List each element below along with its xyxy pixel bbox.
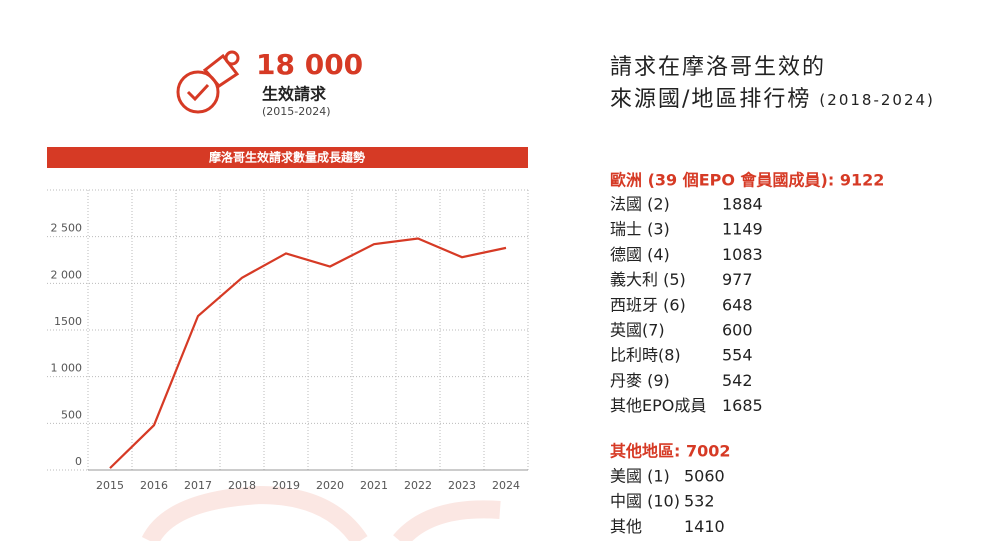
country-count: 977 xyxy=(722,270,753,289)
ranking-period: (2018-2024) xyxy=(819,91,934,109)
x-tick-label: 2016 xyxy=(140,479,168,492)
count: 18 000 xyxy=(256,48,363,81)
country-name: 比利時(8) xyxy=(610,346,681,365)
chart-title-bar xyxy=(47,147,528,168)
country-count: 1083 xyxy=(722,245,763,264)
x-tick-label: 2024 xyxy=(492,479,520,492)
decoration xyxy=(393,500,501,541)
x-tick-label: 2021 xyxy=(360,479,388,492)
country-name: 其他EPO成員 xyxy=(610,396,706,415)
count-label: 生效請求 xyxy=(262,85,327,104)
count-period: (2015-2024) xyxy=(262,105,331,118)
country-count: 532 xyxy=(684,492,715,511)
country-count: 1149 xyxy=(722,220,763,239)
country-count: 1410 xyxy=(684,517,725,536)
country-name: 法國 (2) xyxy=(610,195,670,214)
country-name: 瑞士 (3) xyxy=(610,220,670,239)
ranking-title-text: 來源國/地區排行榜 xyxy=(610,87,811,112)
y-tick-label: 1 000 xyxy=(51,362,83,375)
country-name: 英國(7) xyxy=(610,321,665,340)
country-name: 其他 xyxy=(610,517,642,536)
stamp-icon xyxy=(176,50,240,114)
country-name: 丹麥 (9) xyxy=(610,371,670,390)
europe-heading: 歐洲 (39 個EPO 會員國成員): 9122 xyxy=(610,171,884,190)
country-name: 美國 (1) xyxy=(610,467,670,486)
line xyxy=(109,237,507,469)
x-tick-label: 2015 xyxy=(96,479,124,492)
country-name: 西班牙 (6) xyxy=(610,295,686,314)
y-tick-label: 0 xyxy=(75,455,82,468)
country-name: 德國 (4) xyxy=(610,245,670,264)
x-tick-label: 2020 xyxy=(316,479,344,492)
country-count: 542 xyxy=(722,371,753,390)
x-tick-label: 2022 xyxy=(404,479,432,492)
y-tick-label: 2 500 xyxy=(51,222,83,235)
country-count: 5060 xyxy=(684,467,725,486)
x-tick-label: 2018 xyxy=(228,479,256,492)
y-tick-label: 1500 xyxy=(54,315,82,328)
country-name: 中國 (10) xyxy=(610,492,680,511)
y-tick-label: 2 000 xyxy=(51,268,83,281)
ranking-title: 來源國/地區排行榜 (2018-2024) xyxy=(610,87,935,112)
decoration xyxy=(141,485,368,541)
chart-title: 摩洛哥生效請求數量成長趨勢 xyxy=(209,150,365,165)
ranking-title: 請求在摩洛哥生效的 xyxy=(610,55,826,80)
country-count: 1685 xyxy=(722,396,763,415)
y-tick-label: 500 xyxy=(61,408,82,421)
country-name: 義大利 (5) xyxy=(610,270,686,289)
other-heading: 其他地區: 7002 xyxy=(610,442,731,461)
country-count: 600 xyxy=(722,321,753,340)
x-tick-label: 2017 xyxy=(184,479,212,492)
country-count: 554 xyxy=(722,346,753,365)
x-tick-label: 2023 xyxy=(448,479,476,492)
x-tick-label: 2019 xyxy=(272,479,300,492)
country-count: 1884 xyxy=(722,195,763,214)
country-count: 648 xyxy=(722,295,753,314)
